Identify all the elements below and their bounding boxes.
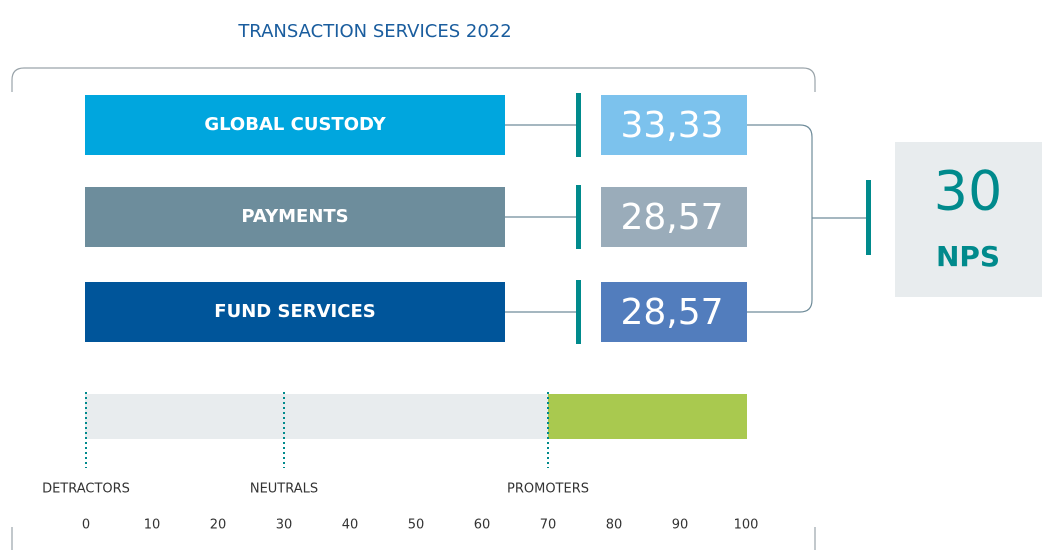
- tick-label: 90: [672, 518, 689, 533]
- tick-label: 100: [734, 518, 759, 533]
- score: 28,57: [620, 292, 723, 333]
- row-label: GLOBAL CUSTODY: [204, 114, 386, 135]
- tick-label: 60: [474, 518, 491, 533]
- zone-label: PROMOTERS: [507, 482, 589, 497]
- promoter-zone: [548, 394, 747, 439]
- frame-top: [11, 67, 816, 92]
- tick-label: 50: [408, 518, 425, 533]
- total-unit: NPS: [936, 240, 1000, 273]
- title: TRANSACTION SERVICES 2022: [237, 21, 511, 42]
- row-label: PAYMENTS: [241, 206, 348, 227]
- tick-label: 10: [144, 518, 161, 533]
- tick-label: 30: [276, 518, 293, 533]
- score-box: [601, 95, 747, 155]
- row-marker: [576, 280, 581, 344]
- row-label: FUND SERVICES: [214, 301, 375, 322]
- zone-label: DETRACTORS: [42, 482, 130, 497]
- total-marker: [866, 180, 871, 255]
- row-bar: [85, 187, 505, 247]
- tick-label: 20: [210, 518, 227, 533]
- zone-label: NEUTRALS: [250, 482, 318, 497]
- row-marker: [576, 93, 581, 157]
- tick-label: 40: [342, 518, 359, 533]
- score-box: [601, 187, 747, 247]
- row-marker: [576, 185, 581, 249]
- row-bar: [85, 95, 505, 155]
- row-bar: [85, 282, 505, 342]
- score: 28,57: [620, 197, 723, 238]
- total-value: 30: [934, 160, 1003, 223]
- frame-bottom: [11, 527, 816, 550]
- tick-label: 70: [540, 518, 557, 533]
- bracket: [747, 124, 870, 313]
- tick-label: 80: [606, 518, 623, 533]
- total-box: [895, 142, 1042, 297]
- tick-label: 0: [82, 518, 90, 533]
- score: 33,33: [620, 105, 723, 146]
- score-box: [601, 282, 747, 342]
